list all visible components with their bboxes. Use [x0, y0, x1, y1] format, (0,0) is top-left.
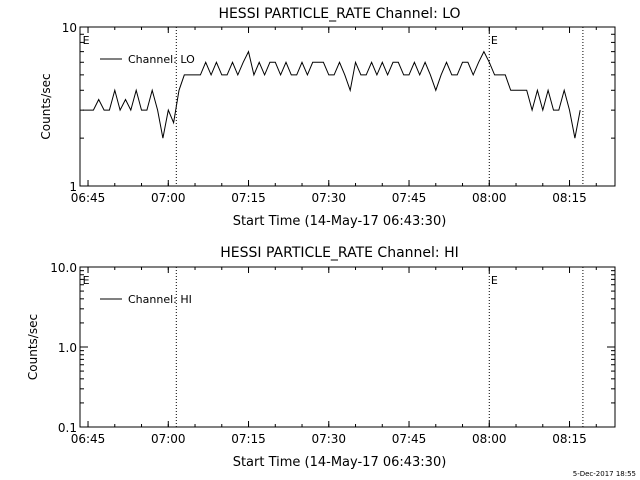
x-tick-label: 07:45: [392, 191, 427, 205]
annotation-label: E: [83, 274, 90, 287]
annotation-label: E: [83, 34, 90, 47]
y-axis-label: Counts/sec: [26, 314, 40, 380]
y-axis-label: Counts/sec: [39, 73, 53, 139]
y-tick-label: 10.0: [50, 261, 77, 275]
x-axis-label: Start Time (14-May-17 06:43:30): [233, 455, 447, 470]
chart-panel-1: HESSI PARTICLE_RATE Channel: HI 06:45 07:0…: [26, 245, 616, 470]
generation-timestamp: 5-Dec-2017 18:55: [572, 470, 636, 478]
x-tick-label: 07:00: [151, 191, 186, 205]
y-tick-label: 1.0: [58, 341, 77, 355]
x-tick-label: 06:45: [71, 432, 106, 446]
x-tick-label: 08:00: [472, 432, 507, 446]
chart-title: HESSI PARTICLE_RATE Channel: HI: [220, 245, 458, 261]
annotation-label: E: [491, 34, 498, 47]
plot-frame: [79, 266, 616, 428]
x-tick-label: 07:00: [151, 432, 186, 446]
y-tick-label: 1: [69, 180, 77, 194]
plot-frame: [79, 26, 616, 187]
x-tick-label: 07:45: [392, 432, 427, 446]
chart-title: HESSI PARTICLE_RATE Channel: LO: [218, 6, 460, 22]
x-tick-label: 08:00: [472, 191, 507, 205]
x-tick-label: 07:30: [311, 191, 346, 205]
y-tick-label: 10: [62, 21, 77, 35]
legend-label: Channel: LO: [128, 53, 195, 66]
x-tick-label: 08:15: [552, 432, 587, 446]
series-line: [82, 50, 581, 139]
chart-panel-0: HESSI PARTICLE_RATE Channel: LO 06:45 07:0…: [39, 6, 616, 229]
legend-label: Channel: HI: [128, 293, 192, 306]
x-tick-label: 06:45: [71, 191, 106, 205]
x-tick-label: 07:15: [231, 432, 266, 446]
x-tick-label: 07:30: [311, 432, 346, 446]
annotation-label: E: [491, 274, 498, 287]
x-tick-label: 07:15: [231, 191, 266, 205]
x-tick-label: 08:15: [552, 191, 587, 205]
y-tick-label: 0.1: [58, 421, 77, 435]
x-axis-label: Start Time (14-May-17 06:43:30): [233, 214, 447, 229]
